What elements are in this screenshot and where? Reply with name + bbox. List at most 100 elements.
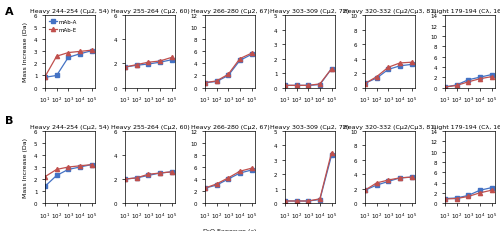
mAb-E <box>454 197 460 200</box>
mAb-E <box>328 68 334 71</box>
mAb-A <box>54 174 60 177</box>
mAb-A <box>408 176 414 179</box>
mAb-A <box>317 198 323 201</box>
Line: mAb-E: mAb-E <box>43 49 94 79</box>
mAb-E <box>454 85 460 88</box>
mAb-A <box>397 177 403 179</box>
Title: Heavy 303-309 (Cμ2, 72): Heavy 303-309 (Cμ2, 72) <box>270 9 349 14</box>
mAb-A <box>466 79 471 82</box>
mAb-A <box>454 197 460 200</box>
mAb-E <box>202 82 208 85</box>
mAb-A <box>88 50 94 53</box>
mAb-A <box>214 81 220 84</box>
mAb-E <box>317 83 323 86</box>
mAb-A <box>157 172 163 175</box>
mAb-E <box>442 86 448 89</box>
mAb-A <box>294 200 300 203</box>
Line: mAb-E: mAb-E <box>43 163 94 179</box>
mAb-A <box>146 63 152 66</box>
mAb-A <box>328 68 334 71</box>
mAb-A <box>454 84 460 87</box>
mAb-E <box>134 64 140 67</box>
mAb-E <box>397 62 403 65</box>
mAb-E <box>237 170 243 173</box>
mAb-A <box>134 64 140 67</box>
mAb-A <box>488 74 494 77</box>
Line: mAb-E: mAb-E <box>283 67 334 88</box>
Text: A: A <box>5 7 14 17</box>
mAb-E <box>77 165 83 167</box>
mAb-A <box>386 180 392 183</box>
Title: Heavy 266-280 (Cμ2, 67): Heavy 266-280 (Cμ2, 67) <box>190 9 270 14</box>
mAb-E <box>122 66 128 69</box>
mAb-A <box>202 82 208 85</box>
Title: Heavy 244-254 (Cμ2, 54): Heavy 244-254 (Cμ2, 54) <box>30 125 110 130</box>
mAb-A <box>42 185 48 188</box>
mAb-E <box>488 189 494 192</box>
Line: mAb-A: mAb-A <box>363 175 414 192</box>
mAb-E <box>282 200 288 203</box>
mAb-A <box>226 178 232 181</box>
mAb-A <box>88 164 94 166</box>
Title: Heavy 244-254 (Cμ2, 54): Heavy 244-254 (Cμ2, 54) <box>30 9 110 14</box>
mAb-E <box>168 171 174 173</box>
mAb-A <box>317 84 323 87</box>
mAb-A <box>54 75 60 78</box>
mAb-E <box>77 51 83 54</box>
mAb-E <box>397 177 403 179</box>
mAb-E <box>54 56 60 58</box>
mAb-A <box>442 197 448 200</box>
Y-axis label: Mass Increase (Da): Mass Increase (Da) <box>24 22 28 82</box>
mAb-A <box>214 184 220 187</box>
Title: Light 179-194 (Cλ, 164): Light 179-194 (Cλ, 164) <box>433 9 500 14</box>
Title: Light 179-194 (Cλ, 164): Light 179-194 (Cλ, 164) <box>433 125 500 130</box>
mAb-E <box>386 67 392 69</box>
mAb-E <box>282 85 288 87</box>
mAb-A <box>237 172 243 175</box>
mAb-A <box>362 189 368 192</box>
mAb-E <box>294 85 300 87</box>
Line: mAb-E: mAb-E <box>123 170 174 181</box>
mAb-E <box>88 50 94 52</box>
Line: mAb-E: mAb-E <box>203 52 254 85</box>
mAb-A <box>408 64 414 67</box>
Line: mAb-A: mAb-A <box>443 186 494 201</box>
mAb-A <box>442 86 448 89</box>
mAb-A <box>146 174 152 177</box>
Text: B: B <box>5 116 14 125</box>
mAb-A <box>466 194 471 197</box>
mAb-E <box>88 164 94 166</box>
Line: mAb-A: mAb-A <box>283 67 334 88</box>
mAb-E <box>477 78 483 81</box>
Line: mAb-A: mAb-A <box>283 154 334 203</box>
mAb-A <box>362 82 368 85</box>
Title: Heavy 266-280 (Cμ2, 67): Heavy 266-280 (Cμ2, 67) <box>190 125 270 130</box>
mAb-A <box>157 61 163 64</box>
Legend: mAb-A, mAb-E: mAb-A, mAb-E <box>48 19 78 34</box>
mAb-A <box>122 178 128 181</box>
mAb-A <box>168 59 174 62</box>
Line: mAb-A: mAb-A <box>203 53 254 85</box>
mAb-E <box>306 200 312 203</box>
mAb-E <box>488 76 494 79</box>
mAb-A <box>134 177 140 179</box>
mAb-E <box>66 166 71 169</box>
mAb-A <box>248 169 254 172</box>
mAb-E <box>386 179 392 182</box>
mAb-E <box>214 80 220 83</box>
mAb-E <box>146 61 152 64</box>
mAb-E <box>226 73 232 76</box>
X-axis label: D$_2$O Exposure (s): D$_2$O Exposure (s) <box>202 226 258 231</box>
mAb-A <box>42 76 48 79</box>
mAb-A <box>282 85 288 87</box>
mAb-A <box>202 187 208 190</box>
mAb-E <box>157 60 163 63</box>
mAb-E <box>317 198 323 200</box>
Line: mAb-E: mAb-E <box>283 151 334 203</box>
Y-axis label: Mass Increase (Da): Mass Increase (Da) <box>24 137 28 197</box>
mAb-E <box>374 76 380 79</box>
mAb-E <box>42 176 48 178</box>
Line: mAb-A: mAb-A <box>363 63 414 86</box>
Line: mAb-A: mAb-A <box>43 163 94 188</box>
mAb-E <box>408 61 414 64</box>
